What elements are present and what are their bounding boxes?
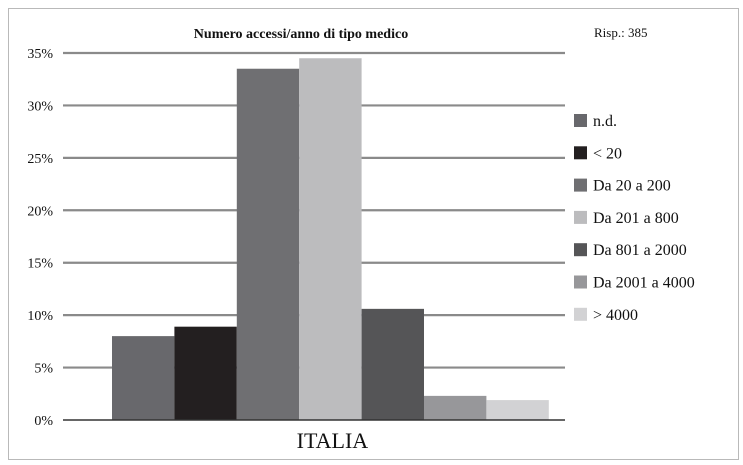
legend-swatch [574,178,587,192]
y-tick-label: 10% [27,309,53,324]
bar [236,68,300,420]
legend: n.d. < 20 Da 20 a 200 Da 201 a 800 Da 801 a … [574,113,695,324]
bar [361,308,424,420]
legend-label: Da 201 a 800 [593,210,679,227]
legend-label: n.d. [593,113,617,130]
x-category-label: ITALIA [297,428,369,453]
y-tick-label: 15% [27,257,53,272]
y-axis-ticks: 0% 5% 10% 15% 20% 25% 30% 35% [27,47,53,429]
bar [174,326,237,420]
bar [112,336,175,420]
bar [424,395,487,420]
y-tick-label: 30% [27,99,53,114]
responses-note: Risp.: 385 [594,25,647,40]
y-tick-label: 25% [27,152,53,167]
bars [112,58,549,420]
legend-swatch [574,307,587,321]
legend-swatch [574,275,587,289]
y-tick-label: 35% [27,47,53,62]
y-tick-label: 0% [34,414,53,429]
y-tick-label: 20% [27,204,53,219]
legend-label: > 4000 [593,307,638,324]
legend-swatch [574,210,587,224]
chart-title: Numero accessi/anno di tipo medico [194,27,408,42]
bar [299,58,362,420]
legend-label: Da 801 a 2000 [593,242,687,259]
legend-label: Da 2001 a 4000 [593,275,695,292]
y-tick-label: 5% [34,362,53,377]
legend-label: < 20 [593,145,622,162]
bar [486,400,549,420]
legend-swatch [574,146,587,160]
legend-label: Da 20 a 200 [593,178,671,195]
legend-swatch [574,243,587,257]
legend-swatch [574,114,587,127]
